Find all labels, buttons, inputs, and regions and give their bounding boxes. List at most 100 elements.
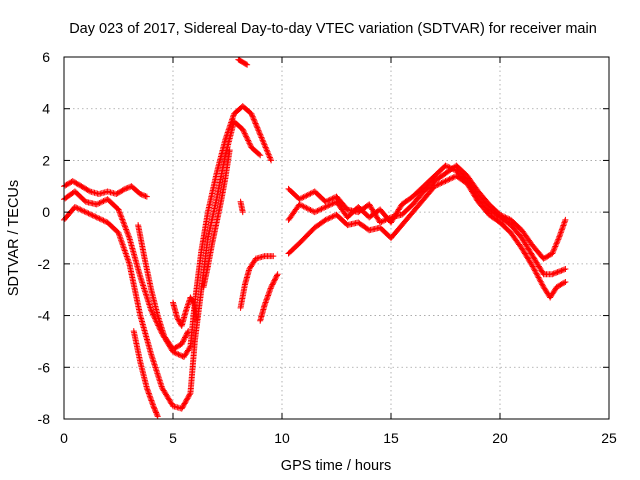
data-point: [180, 401, 187, 408]
data-point: [71, 203, 78, 210]
data-point: [147, 394, 154, 401]
data-point: [313, 208, 320, 215]
data-point: [95, 214, 102, 221]
data-point: [267, 285, 274, 292]
data-point: [253, 123, 260, 130]
data-point: [120, 220, 127, 227]
data-point: [297, 195, 304, 202]
data-point: [257, 131, 264, 138]
data-point: [256, 128, 263, 135]
data-point: [562, 216, 569, 223]
data-point: [450, 166, 457, 173]
y-axis-label: SDTVAR / TECUs: [6, 180, 22, 296]
data-point: [557, 229, 564, 236]
data-point: [193, 317, 200, 324]
y-tick-label: -2: [38, 256, 51, 272]
data-point: [265, 150, 272, 157]
x-tick-label: 10: [274, 430, 290, 446]
data-point: [536, 277, 543, 284]
y-tick-label: 4: [42, 101, 50, 117]
series-track-j: [237, 253, 277, 311]
data-point: [266, 153, 273, 160]
data-point: [552, 243, 559, 250]
data-point: [247, 141, 254, 148]
data-point: [172, 350, 179, 357]
data-point: [180, 337, 187, 344]
data-point: [119, 216, 126, 223]
data-point: [378, 218, 385, 225]
data-point: [100, 198, 107, 205]
data-point: [325, 215, 332, 222]
data-point: [123, 185, 130, 192]
data-point: [118, 215, 125, 222]
data-point: [182, 333, 189, 340]
data-point: [270, 280, 277, 287]
data-point: [122, 223, 129, 230]
data-point: [265, 292, 272, 299]
y-tick-label: 2: [42, 152, 50, 168]
plot-frame: [63, 56, 610, 420]
data-point: [306, 191, 313, 198]
data-point: [442, 162, 449, 169]
data-point: [185, 394, 192, 401]
data-point: [73, 204, 80, 211]
data-point: [323, 216, 330, 223]
data-point: [435, 181, 442, 188]
data-point: [181, 335, 188, 342]
data-point: [267, 286, 274, 293]
data-point: [74, 205, 81, 212]
data-point: [262, 299, 269, 306]
data-point: [153, 410, 160, 417]
data-point: [81, 208, 88, 215]
data-point: [555, 268, 562, 275]
data-point: [555, 235, 562, 241]
x-axis-label: GPS time / hours: [281, 458, 391, 474]
data-point: [178, 405, 185, 412]
data-point: [558, 228, 565, 235]
data-point: [271, 277, 278, 284]
data-point: [245, 138, 252, 145]
data-point: [434, 181, 441, 188]
data-point: [560, 221, 567, 228]
data-point: [146, 393, 153, 400]
data-point: [553, 269, 560, 276]
data-point: [85, 210, 92, 217]
data-point: [149, 310, 156, 317]
data-point: [561, 279, 568, 286]
data-point: [240, 127, 247, 134]
data-point: [243, 61, 250, 68]
data-point: [439, 179, 446, 186]
data-point: [125, 259, 132, 266]
series-track-d: [130, 328, 161, 420]
data-point: [153, 409, 160, 416]
data-point: [151, 405, 158, 412]
data-point: [272, 275, 279, 282]
data-point: [139, 192, 146, 199]
data-point: [554, 269, 561, 276]
data-point: [539, 281, 546, 288]
x-tick-label: 0: [60, 430, 68, 446]
data-point: [263, 145, 270, 152]
data-point: [178, 341, 185, 348]
data-point: [249, 112, 256, 119]
data-point: [447, 165, 454, 172]
data-point: [125, 232, 132, 239]
data-point: [123, 227, 130, 234]
data-point: [252, 120, 259, 127]
series-track-e: [135, 222, 192, 353]
data-point: [261, 141, 268, 148]
data-point: [557, 230, 564, 237]
data-point: [307, 190, 314, 197]
data-point: [379, 218, 386, 225]
data-point: [120, 219, 127, 226]
data-point: [115, 206, 122, 213]
data-point: [85, 187, 92, 194]
data-point: [317, 206, 324, 213]
data-point: [174, 315, 181, 322]
data-point: [536, 275, 543, 282]
data-point: [80, 207, 87, 214]
data-point: [183, 396, 190, 403]
data-point: [551, 246, 558, 253]
data-point: [78, 207, 85, 214]
